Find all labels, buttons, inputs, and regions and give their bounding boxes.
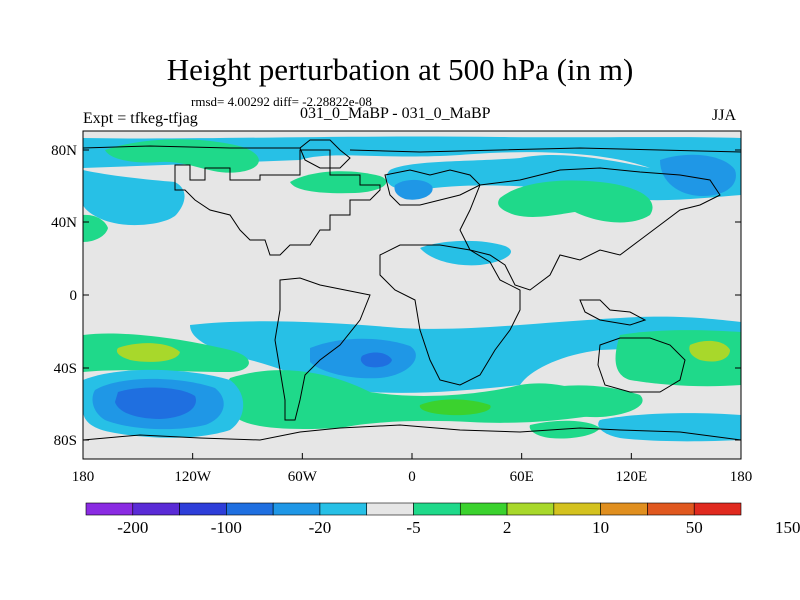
contour-south-blue-inner bbox=[360, 352, 392, 368]
coastline-greenland bbox=[299, 139, 351, 169]
colorbar-swatch bbox=[226, 502, 274, 516]
longitude-axis: 180 120W 60W 0 60E 120E 180 bbox=[72, 453, 753, 485]
lon-tick-label: 60E bbox=[510, 469, 534, 485]
coastline-antarctica bbox=[83, 424, 741, 441]
contour-south-medium-green bbox=[419, 399, 491, 416]
lon-tick-label: 120E bbox=[615, 469, 647, 485]
runs-label: 031_0_MaBP - 031_0_MaBP bbox=[300, 105, 491, 122]
coastline-australia bbox=[597, 337, 686, 393]
lat-tick-label: 40N bbox=[51, 215, 77, 231]
lon-tick-label: 180 bbox=[730, 469, 753, 485]
contour-north-pacific-cyan bbox=[83, 170, 185, 226]
lat-tick-label: 0 bbox=[70, 288, 78, 304]
colorbar-swatch bbox=[600, 502, 648, 516]
colorbar-swatch bbox=[506, 502, 555, 516]
colorbar-swatch bbox=[459, 502, 508, 516]
coastline-asia bbox=[459, 167, 721, 291]
colorbar-swatch bbox=[553, 502, 601, 516]
coastline-north-america bbox=[174, 149, 381, 256]
colorbar-label: -200 bbox=[117, 518, 148, 537]
colorbar-swatch bbox=[179, 502, 227, 516]
colorbar-label: 2 bbox=[503, 518, 512, 537]
contour-south-cyan-band bbox=[190, 316, 741, 393]
coastline-south-america bbox=[274, 277, 371, 421]
contour-south-yellowgreen-west bbox=[116, 343, 180, 362]
colorbar: -200 -100 -20 -5 2 10 50 150 bbox=[85, 502, 800, 537]
lon-tick-label: 180 bbox=[72, 469, 95, 485]
contour-tropical-cyan bbox=[420, 240, 511, 266]
colorbar-swatch bbox=[85, 502, 134, 516]
lon-tick-label: 0 bbox=[408, 469, 416, 485]
coastline-indonesia bbox=[579, 299, 647, 326]
contour-south-cyan-right bbox=[598, 413, 741, 442]
colorbar-label: 150 bbox=[775, 518, 800, 537]
rmsd-stats: rmsd= 4.00292 diff= -2.28822e-08 bbox=[191, 94, 372, 109]
contour-north-green-atlantic bbox=[290, 171, 387, 194]
map-title: Height perturbation at 500 hPa (in m) bbox=[166, 52, 634, 87]
contour-field bbox=[83, 131, 741, 459]
colorbar-swatch bbox=[413, 502, 461, 516]
lat-tick-label: 40S bbox=[54, 361, 77, 377]
colorbar-swatch bbox=[647, 502, 695, 516]
colorbar-label: -5 bbox=[406, 518, 420, 537]
contour-north-blue-europe bbox=[394, 179, 433, 200]
lat-tick-label: 80N bbox=[51, 143, 77, 159]
contour-south-green-right bbox=[540, 385, 643, 418]
lon-tick-label: 60W bbox=[288, 469, 318, 485]
contour-south-green-band bbox=[225, 370, 620, 430]
colorbar-swatch bbox=[366, 502, 414, 516]
latitude-axis: 80N 40N 0 40S 80S bbox=[51, 143, 741, 449]
colorbar-swatch bbox=[272, 502, 321, 516]
colorbar-swatch bbox=[319, 502, 368, 516]
contour-north-green-east bbox=[498, 180, 653, 223]
contour-north-blue-siberia bbox=[660, 154, 736, 197]
colorbar-swatch bbox=[132, 502, 180, 516]
coastline-europe bbox=[384, 169, 481, 206]
colorbar-label: -100 bbox=[211, 518, 242, 537]
contour-south-strong-blue bbox=[115, 387, 196, 419]
colorbar-label: 10 bbox=[592, 518, 609, 537]
colorbar-swatch bbox=[693, 502, 742, 516]
contour-south-yellowgreen-east bbox=[689, 340, 730, 362]
lon-tick-label: 120W bbox=[174, 469, 212, 485]
season-label: JJA bbox=[712, 107, 737, 124]
contour-south-bottom-green bbox=[529, 420, 600, 439]
lat-tick-label: 80S bbox=[54, 433, 77, 449]
contour-north-green-dateline bbox=[83, 214, 108, 242]
experiment-label: Expt = tfkeg-tfjag bbox=[83, 110, 198, 127]
coastlines bbox=[83, 139, 741, 441]
colorbar-label: 50 bbox=[686, 518, 703, 537]
coastline-arctic bbox=[83, 145, 741, 153]
colorbar-label: -20 bbox=[309, 518, 332, 537]
